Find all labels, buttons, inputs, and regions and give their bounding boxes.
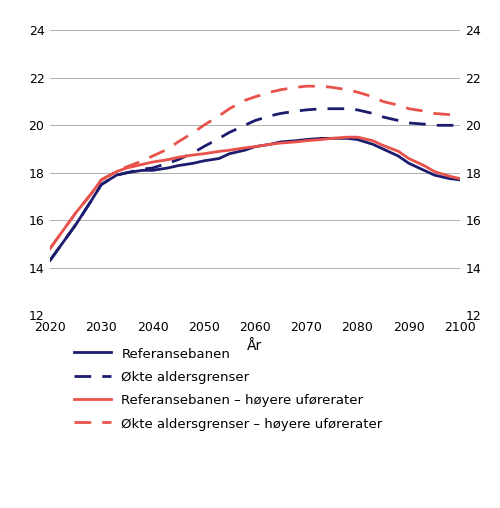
Legend: Referansebanen, Økte aldersgrenser, Referansebanen – høyere uførerater, Økte ald: Referansebanen, Økte aldersgrenser, Refe… — [68, 342, 388, 436]
X-axis label: År: År — [248, 339, 262, 353]
